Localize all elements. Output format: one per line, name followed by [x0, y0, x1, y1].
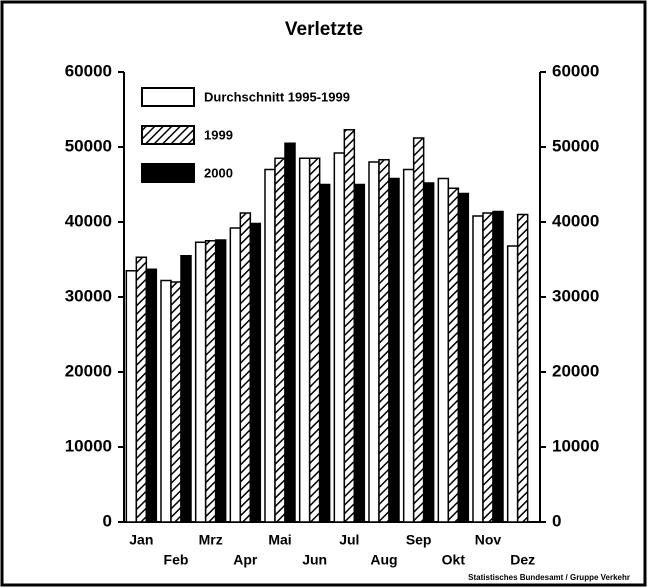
- bar: [214, 239, 227, 523]
- bar: [204, 240, 217, 523]
- bar: [180, 255, 192, 523]
- y-tick-label: 60000: [65, 61, 112, 80]
- x-tick-label: Apr: [233, 552, 258, 568]
- bar: [412, 137, 425, 523]
- bar: [368, 161, 380, 523]
- x-tick-label: Aug: [370, 552, 397, 568]
- bar: [318, 183, 331, 523]
- y-tick-label: 20000: [65, 361, 112, 380]
- bar: [343, 129, 356, 523]
- bar: [422, 182, 435, 523]
- y2-tick-label: 20000: [552, 361, 599, 380]
- bar: [125, 270, 138, 523]
- legend-swatch: [141, 125, 195, 145]
- chart-title: Verletzte: [285, 19, 363, 40]
- bar: [135, 256, 148, 523]
- x-tick-label: Feb: [164, 552, 189, 568]
- bar: [447, 187, 460, 523]
- legend-label: 1999: [204, 127, 233, 142]
- bar: [308, 157, 321, 523]
- x-tick-label: Sep: [406, 532, 432, 548]
- x-tick-label: Jan: [129, 532, 153, 548]
- bar: [160, 279, 172, 523]
- legend-label: 2000: [204, 165, 233, 180]
- bar: [472, 215, 484, 523]
- x-tick-label: Nov: [475, 532, 502, 548]
- bar: [239, 212, 252, 523]
- y-tick-label: 0: [103, 511, 112, 530]
- legend-swatch: [141, 163, 195, 183]
- y-tick-label: 10000: [65, 436, 112, 455]
- bar: [284, 142, 296, 523]
- legend-label: Durchschnitt 1995-1999: [204, 89, 350, 104]
- y2-tick-label: 0: [552, 511, 561, 530]
- y-tick-label: 30000: [65, 286, 112, 305]
- bar: [333, 152, 346, 523]
- bar: [194, 241, 207, 523]
- x-tick-label: Mai: [268, 532, 291, 548]
- y2-tick-label: 10000: [552, 436, 599, 455]
- bar: [437, 177, 450, 523]
- bar: [145, 268, 158, 523]
- legend-swatch: [141, 87, 195, 107]
- bar: [229, 227, 242, 523]
- bar: [482, 212, 494, 523]
- bar: [249, 222, 262, 523]
- y-tick-label: 40000: [65, 211, 112, 230]
- bar: [378, 159, 390, 523]
- bar: [457, 192, 470, 523]
- bar: [506, 245, 519, 523]
- x-tick-label: Okt: [442, 552, 466, 568]
- y2-tick-label: 50000: [552, 136, 599, 155]
- bar: [353, 183, 366, 523]
- y2-tick-label: 30000: [552, 286, 599, 305]
- bar: [402, 168, 415, 523]
- bar: [170, 281, 182, 523]
- source: Statistisches Bundesamt / Gruppe Verkehr: [468, 573, 630, 582]
- bar: [516, 213, 529, 523]
- y-tick-label: 50000: [65, 136, 112, 155]
- x-tick-label: Jun: [302, 552, 327, 568]
- bar: [274, 157, 286, 523]
- x-tick-label: Jul: [339, 532, 359, 548]
- y2-tick-label: 60000: [552, 61, 599, 80]
- bar: [264, 168, 276, 523]
- bar: [388, 177, 400, 523]
- x-tick-label: Dez: [510, 552, 535, 568]
- bar: [298, 157, 311, 523]
- y2-tick-label: 40000: [552, 211, 599, 230]
- bar: [492, 210, 504, 523]
- x-tick-label: Mrz: [199, 532, 223, 548]
